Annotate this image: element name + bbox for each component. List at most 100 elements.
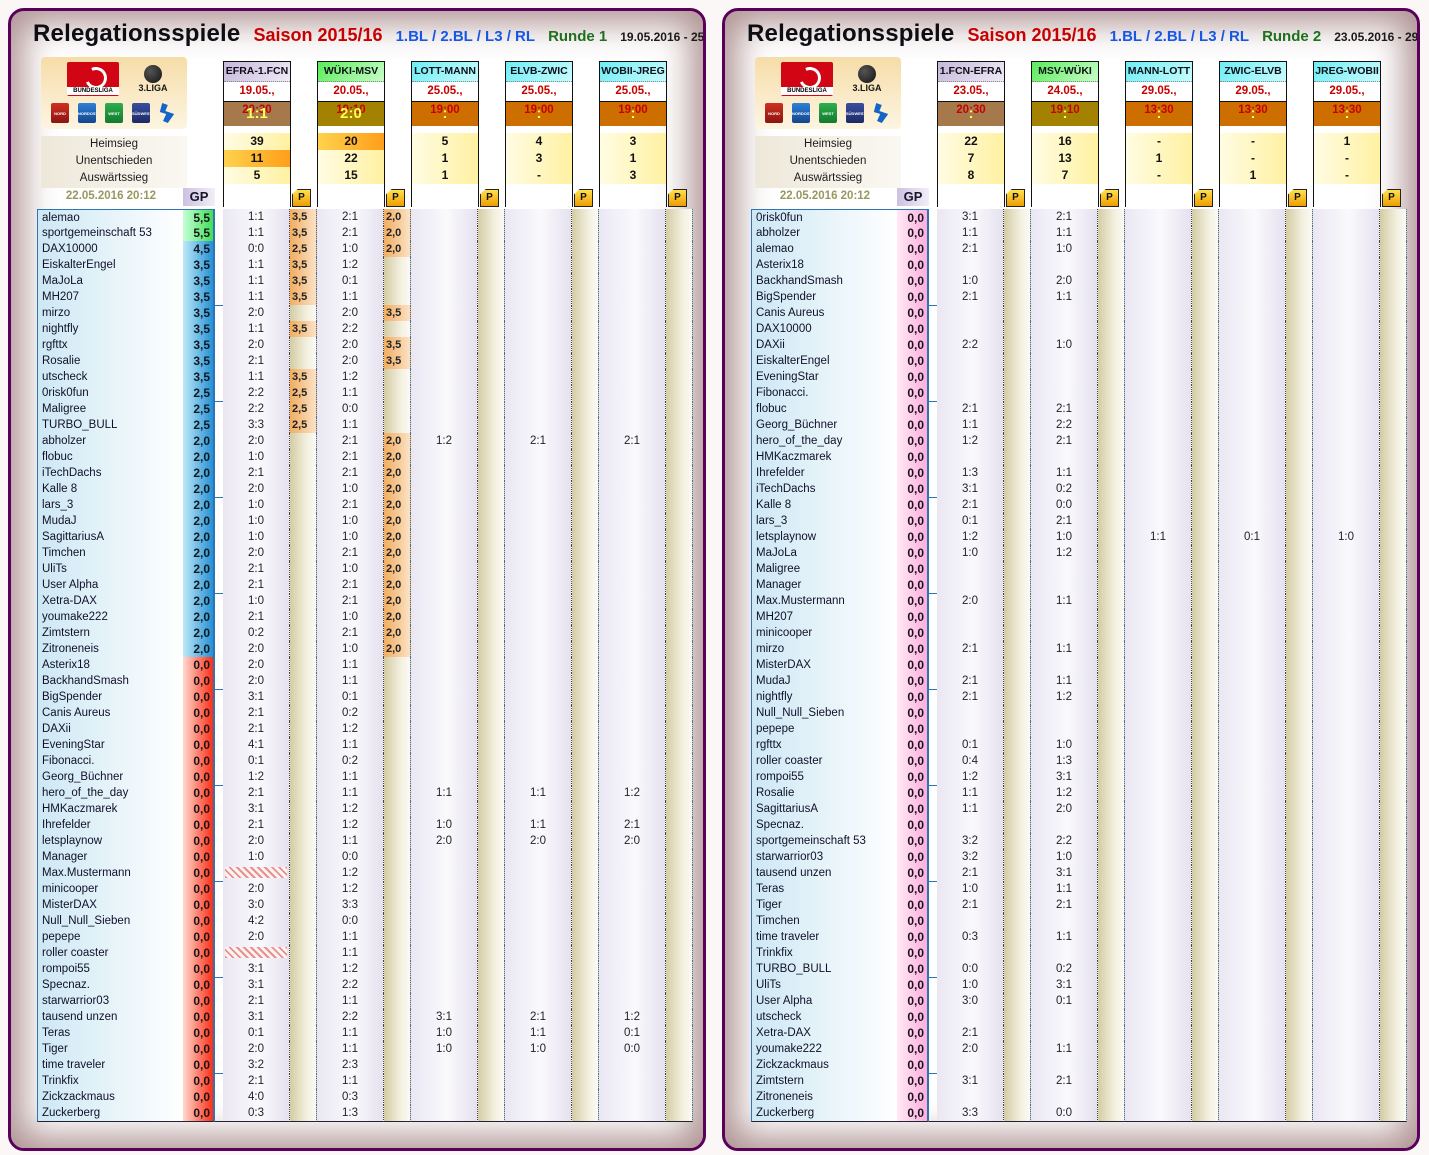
- prediction-cell: [1125, 689, 1191, 705]
- points-cell: [571, 817, 599, 833]
- prediction-cell: 1:1: [223, 257, 289, 273]
- prediction-cell: 2:1: [223, 817, 289, 833]
- player-name: lars_3: [37, 497, 183, 513]
- player-row: User Alpha 0,0 3:0 0:1: [751, 993, 1407, 1009]
- points-cell: [665, 897, 693, 913]
- points-cell: [1003, 433, 1031, 449]
- prediction-cell: [411, 977, 477, 993]
- points-cell: [571, 801, 599, 817]
- points-cell: [1379, 545, 1407, 561]
- prediction-cell: [411, 1057, 477, 1074]
- prediction-flag-button[interactable]: P: [1100, 189, 1119, 207]
- points-cell: [571, 417, 599, 433]
- prediction-flag-button[interactable]: P: [1194, 189, 1213, 207]
- points-cell: [289, 497, 317, 513]
- prediction-flag-button[interactable]: P: [1006, 189, 1025, 207]
- match-header[interactable]: WOBII-JREG: [600, 61, 666, 82]
- prediction-cell: 2:1: [317, 497, 383, 513]
- tendency-stats: -1-: [1126, 133, 1192, 184]
- player-name: BackhandSmash: [37, 673, 183, 690]
- prediction-cell: [1125, 849, 1191, 865]
- match-header[interactable]: 1.FCN-EFRA: [938, 61, 1004, 82]
- points-cell: [477, 353, 505, 369]
- points-cell: [477, 305, 505, 321]
- player-row: Canis Aureus 0,0 2:1 0:2: [37, 705, 693, 721]
- player-row: pepepe 0,0 2:0 1:1: [37, 929, 693, 945]
- prediction-cell: [1313, 481, 1379, 498]
- points-cell: [1191, 977, 1219, 993]
- prediction-cell: 2:1: [317, 225, 383, 241]
- points-cell: [571, 369, 599, 385]
- points-cell: [383, 689, 411, 705]
- prediction-cell: 0:2: [223, 625, 289, 641]
- prediction-cell: 2:2: [317, 977, 383, 993]
- player-row: Max.Mustermann 0,0 1:2: [37, 865, 693, 882]
- spacer: [215, 897, 223, 913]
- gp-value: 5,5: [183, 225, 215, 241]
- prediction-cell: [599, 657, 665, 673]
- points-cell: [665, 689, 693, 705]
- prediction-flag-button[interactable]: P: [1382, 189, 1401, 207]
- player-row: alemao 0,0 2:1 1:0: [751, 241, 1407, 257]
- player-row: Maligree 0,0: [751, 561, 1407, 577]
- gp-value: 0,0: [897, 625, 929, 641]
- prediction-cell: 2:1: [223, 1073, 289, 1089]
- prediction-cell: [411, 881, 477, 897]
- gp-value: 0,0: [897, 369, 929, 385]
- prediction-cell: [599, 417, 665, 433]
- match-header[interactable]: ZWIC-ELVB: [1220, 61, 1286, 82]
- spacer: [929, 401, 937, 417]
- spacer: [929, 433, 937, 449]
- points-cell: [665, 241, 693, 257]
- spacer: [929, 289, 937, 306]
- match-header[interactable]: JREG-WOBII: [1314, 61, 1380, 82]
- prediction-cell: [599, 465, 665, 481]
- points-cell: [571, 753, 599, 769]
- points-cell: [477, 545, 505, 561]
- dritte-liga-logo: 3.LIGA: [133, 63, 173, 95]
- prediction-cell: 2:1: [937, 865, 1003, 882]
- match-header[interactable]: LOTT-MANN: [412, 61, 478, 82]
- spacer: [215, 561, 223, 577]
- gp-value: 3,5: [183, 353, 215, 369]
- stat-value: 5: [412, 133, 478, 150]
- prediction-flag-button[interactable]: P: [668, 189, 687, 207]
- prediction-cell: [599, 241, 665, 257]
- spacer: [929, 673, 937, 690]
- match-header[interactable]: MANN-LOTT: [1126, 61, 1192, 82]
- match-header[interactable]: EFRA-1.FCN: [224, 61, 290, 82]
- points-cell: [1379, 1089, 1407, 1105]
- prediction-cell: 1:1: [317, 929, 383, 945]
- prediction-flag-button[interactable]: P: [386, 189, 405, 207]
- prediction-cell: 1:1: [317, 833, 383, 849]
- spacer: [215, 529, 223, 545]
- stat-value: 1: [1126, 150, 1192, 167]
- prediction-cell: [505, 913, 571, 929]
- season-label: Saison 2015/16: [967, 25, 1097, 45]
- prediction-cell: [411, 481, 477, 498]
- spacer: [929, 753, 937, 769]
- prediction-flag-button[interactable]: P: [480, 189, 499, 207]
- points-cell: [1285, 737, 1313, 753]
- match-datetime: 29.05., 13:30: [1220, 82, 1286, 116]
- prediction-flag-button[interactable]: P: [1288, 189, 1307, 207]
- points-cell: [289, 1105, 317, 1122]
- prediction-cell: [411, 593, 477, 609]
- gp-value: 0,0: [897, 897, 929, 913]
- match-header[interactable]: ELVB-ZWIC: [506, 61, 572, 82]
- points-cell: [1379, 961, 1407, 978]
- gp-value: 2,0: [183, 465, 215, 481]
- prediction-flag-button[interactable]: P: [574, 189, 593, 207]
- prediction-cell: 2:2: [317, 1009, 383, 1025]
- match-header[interactable]: WÜKI-MSV: [318, 61, 384, 82]
- gp-value: 2,0: [183, 577, 215, 594]
- spacer: [215, 1041, 223, 1057]
- match-header[interactable]: MSV-WÜKI: [1032, 61, 1098, 82]
- gp-value: 0,0: [183, 1057, 215, 1074]
- prediction-flag-button[interactable]: P: [292, 189, 311, 207]
- spacer: [215, 657, 223, 673]
- gp-value: 0,0: [897, 513, 929, 529]
- points-cell: [1003, 369, 1031, 385]
- spacer: [215, 705, 223, 721]
- points-cell: [665, 849, 693, 865]
